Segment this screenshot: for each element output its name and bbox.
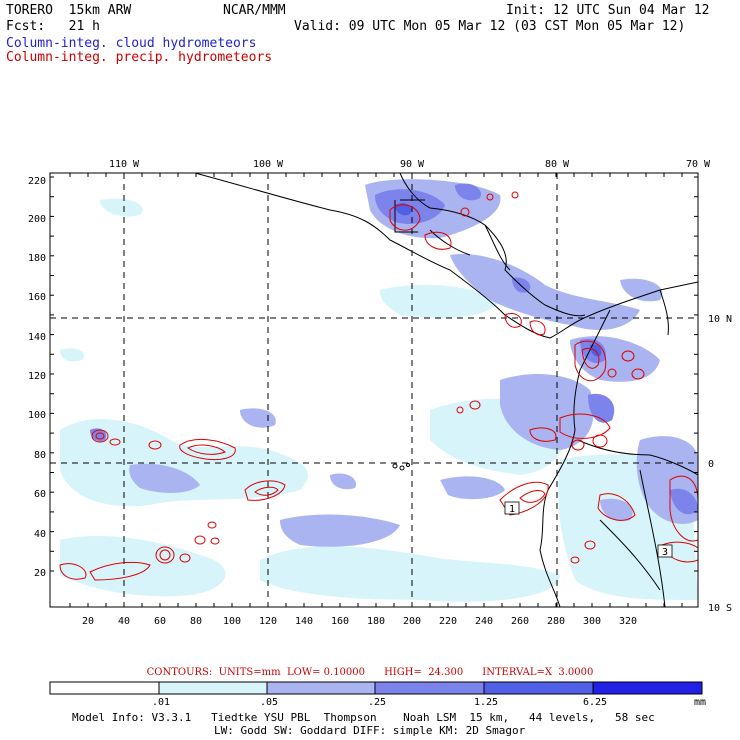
x-tick-label: 100 xyxy=(223,616,241,627)
physics-info: LW: Godd SW: Goddard DIFF: simple KM: 2D… xyxy=(214,724,526,737)
x-tick-label: 320 xyxy=(619,616,637,627)
valid-time: Valid: 09 UTC Mon 05 Mar 12 (03 CST Mon … xyxy=(294,19,686,34)
lon-label: 90 W xyxy=(400,159,425,170)
lon-label: 100 W xyxy=(253,159,284,170)
cell-labels: 1 3 xyxy=(504,501,673,558)
lon-label: 80 W xyxy=(545,159,570,170)
y-tick-label: 180 xyxy=(28,253,46,264)
organization: NCAR/MMM xyxy=(223,3,286,18)
model-name: TORERO 15km ARW xyxy=(6,3,132,18)
lat-lon-grid xyxy=(50,173,698,607)
colorbar-level: .05 xyxy=(260,697,279,708)
model-info: Model Info: V3.3.1 Tiedtke YSU PBL Thomp… xyxy=(72,711,655,724)
lat-label: 0 xyxy=(708,459,714,470)
axis-ticks xyxy=(50,173,698,607)
x-tick-label: 40 xyxy=(118,616,130,627)
y-tick-label: 220 xyxy=(28,176,46,187)
x-tick-label: 280 xyxy=(547,616,565,627)
x-tick-label: 200 xyxy=(403,616,421,627)
y-tick-label: 140 xyxy=(28,332,46,343)
cloud-darker-patches xyxy=(395,203,602,357)
y-axis-labels: 20 40 60 80 100 120 140 160 180 200 220 xyxy=(28,176,46,579)
colorbar-level: .01 xyxy=(152,697,171,708)
coastlines xyxy=(194,173,698,607)
contour-info: CONTOURS: UNITS=mm LOW= 0.10000 HIGH= 24… xyxy=(146,667,594,678)
x-tick-label: 20 xyxy=(82,616,94,627)
cloud-field xyxy=(60,179,698,602)
lon-label: 110 W xyxy=(109,159,140,170)
x-tick-label: 120 xyxy=(259,616,277,627)
longitude-labels: 110 W 100 W 90 W 80 W 70 W xyxy=(109,159,711,170)
precip-contours xyxy=(59,191,698,581)
cell-label-1: 1 xyxy=(509,504,515,515)
y-tick-label: 80 xyxy=(34,450,46,461)
x-tick-label: 220 xyxy=(439,616,457,627)
y-tick-label: 40 xyxy=(34,529,46,540)
lon-label: 70 W xyxy=(686,159,711,170)
colorbar-level: .25 xyxy=(368,697,387,708)
y-tick-label: 120 xyxy=(28,371,46,382)
field-cloud-label: Column-integ. cloud hydrometeors xyxy=(6,36,257,51)
colorbar-unit: mm xyxy=(694,697,707,708)
y-tick-label: 100 xyxy=(28,410,46,421)
x-tick-label: 140 xyxy=(295,616,313,627)
x-tick-label: 80 xyxy=(190,616,202,627)
field-precip-label: Column-integ. precip. hydrometeors xyxy=(6,50,273,65)
x-tick-label: 260 xyxy=(511,616,529,627)
cell-label-3: 3 xyxy=(662,547,668,558)
x-tick-label: 160 xyxy=(331,616,349,627)
x-tick-label: 240 xyxy=(475,616,493,627)
y-tick-label: 20 xyxy=(34,568,46,579)
lat-label: 10 N xyxy=(708,314,732,325)
colorbar-level: 6.25 xyxy=(583,697,608,708)
latitude-labels: 10 N 0 10 S xyxy=(708,314,732,614)
lat-label: 10 S xyxy=(708,603,732,614)
y-tick-label: 60 xyxy=(34,489,46,500)
x-tick-label: 60 xyxy=(154,616,166,627)
colorbar xyxy=(49,681,703,695)
colorbar-level: 1.25 xyxy=(474,697,499,708)
plot-frame xyxy=(49,172,699,608)
init-time: Init: 12 UTC Sun 04 Mar 12 xyxy=(506,3,710,18)
x-tick-label: 300 xyxy=(583,616,601,627)
y-tick-label: 200 xyxy=(28,214,46,225)
x-axis-labels: 20 40 60 80 100 120 140 160 180 200 220 … xyxy=(82,616,637,627)
forecast-hour: Fcst: 21 h xyxy=(6,19,100,34)
y-tick-label: 160 xyxy=(28,292,46,303)
x-tick-label: 180 xyxy=(367,616,385,627)
galapagos-islands xyxy=(392,463,410,471)
